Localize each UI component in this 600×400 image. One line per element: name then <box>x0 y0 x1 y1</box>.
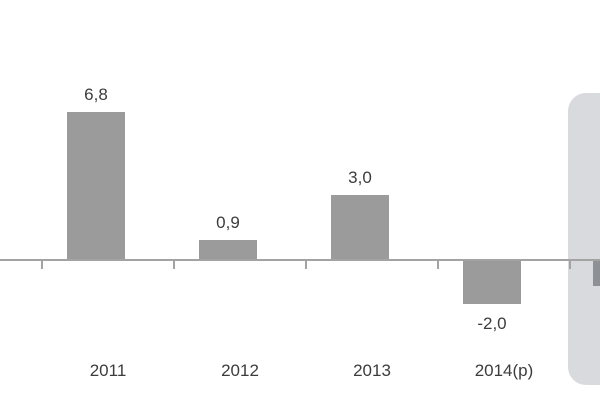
value-label-2012: 0,9 <box>216 213 240 232</box>
category-label-2013: 2013 <box>353 361 391 380</box>
category-label-2012: 2012 <box>221 361 259 380</box>
value-label-2014(p): -2,0 <box>477 314 507 333</box>
bar-2012 <box>199 240 257 260</box>
bar-2014(p) <box>463 261 521 304</box>
x-axis-tick <box>173 260 175 269</box>
x-axis-tick <box>437 260 439 269</box>
cropped-bar-fragment <box>593 261 600 286</box>
x-axis-tick <box>41 260 43 269</box>
side-panel-card <box>568 93 600 385</box>
category-label-2011: 2011 <box>89 361 127 380</box>
value-label-2013: 3,0 <box>348 168 372 187</box>
value-label-2011: 6,8 <box>84 85 108 104</box>
category-label-2014(p): 2014(p) <box>474 361 534 380</box>
x-axis-zero-line <box>0 259 600 261</box>
bar-2013 <box>331 195 389 260</box>
bar-2011 <box>67 112 125 260</box>
x-axis-tick <box>305 260 307 269</box>
x-axis-tick <box>569 260 571 269</box>
